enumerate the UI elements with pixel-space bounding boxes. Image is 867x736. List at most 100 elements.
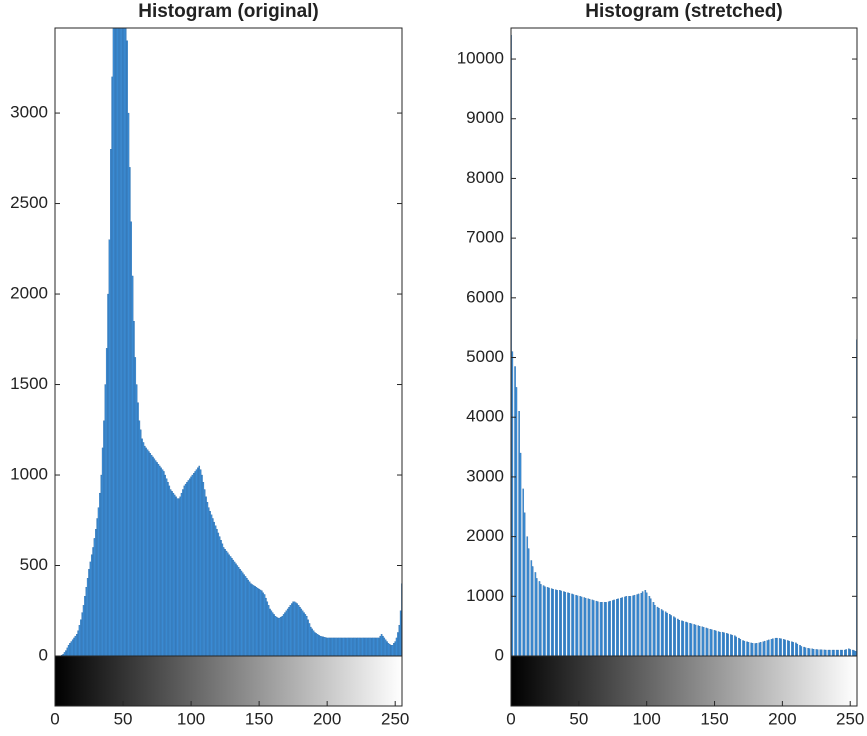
bar	[274, 616, 277, 656]
bar	[755, 643, 758, 656]
bar	[350, 637, 353, 656]
bar	[616, 599, 618, 656]
bar	[330, 637, 333, 656]
bar	[398, 625, 401, 656]
bar	[323, 637, 326, 656]
bar	[208, 507, 210, 656]
bar	[311, 628, 313, 656]
bar	[82, 605, 85, 656]
bar	[686, 622, 689, 656]
bar	[640, 593, 643, 656]
bar	[819, 649, 822, 656]
bar	[66, 647, 69, 656]
bar	[375, 637, 377, 656]
bar	[382, 635, 384, 656]
bar	[191, 474, 194, 656]
bar	[567, 592, 569, 656]
bar	[167, 482, 169, 656]
bar	[656, 606, 659, 656]
bar	[839, 649, 842, 656]
bar	[649, 598, 652, 656]
bar	[621, 597, 624, 656]
bar	[583, 597, 586, 656]
bar	[652, 602, 655, 656]
bar	[277, 617, 279, 656]
bar	[150, 454, 153, 656]
bar	[735, 636, 737, 656]
bar	[176, 498, 179, 656]
bar	[709, 628, 712, 656]
bar	[390, 644, 392, 656]
bar	[685, 621, 687, 656]
bar	[210, 514, 213, 656]
bar	[628, 596, 630, 656]
bar	[702, 627, 705, 656]
bar	[139, 429, 142, 656]
bar	[280, 616, 282, 656]
bar	[353, 637, 356, 656]
bar	[763, 640, 766, 656]
x-tick-label: 150	[245, 709, 273, 728]
bar	[254, 586, 256, 656]
bar	[334, 637, 337, 656]
bar	[831, 649, 834, 656]
bar	[717, 631, 720, 656]
bar	[293, 601, 296, 656]
bar	[564, 591, 567, 656]
bar	[637, 593, 640, 656]
bar	[568, 593, 571, 656]
bar	[823, 649, 826, 656]
bar	[74, 635, 77, 656]
bar	[202, 482, 205, 656]
bar	[99, 492, 101, 656]
bar	[715, 630, 717, 656]
bar	[303, 612, 305, 656]
bar	[576, 595, 579, 656]
bar	[90, 554, 93, 656]
bar	[511, 351, 514, 656]
bar	[778, 638, 781, 656]
bar	[384, 639, 387, 656]
bar	[187, 480, 190, 656]
bar	[666, 612, 668, 656]
bar	[841, 649, 843, 656]
bar	[629, 596, 632, 656]
bar	[255, 587, 258, 656]
bar	[807, 648, 809, 656]
bar	[721, 631, 724, 656]
bar	[796, 643, 799, 656]
bar	[571, 593, 573, 656]
bar	[552, 588, 554, 656]
bar	[682, 621, 685, 656]
bar	[341, 637, 343, 656]
bar	[538, 581, 541, 656]
bar	[80, 619, 82, 656]
bar	[820, 649, 823, 656]
plot-area	[511, 28, 857, 656]
bar	[327, 637, 330, 656]
bar	[115, 28, 117, 656]
bar	[229, 556, 232, 656]
bar	[386, 641, 388, 656]
bar	[110, 149, 112, 656]
bar	[833, 649, 835, 656]
bar	[168, 485, 171, 656]
y-tick-label: 10000	[457, 49, 504, 68]
bar	[572, 594, 575, 656]
bar	[236, 565, 239, 656]
bar	[88, 568, 90, 656]
bar	[393, 643, 395, 656]
bar	[69, 643, 71, 656]
bar	[591, 599, 594, 656]
bar	[770, 639, 773, 656]
bar	[725, 633, 728, 656]
bar	[188, 478, 191, 656]
y-tick-label: 3000	[10, 103, 48, 122]
bar	[161, 469, 164, 656]
bar	[751, 643, 754, 656]
bar	[526, 536, 529, 656]
bar	[213, 521, 215, 656]
bar	[636, 594, 638, 656]
bar	[337, 637, 339, 656]
